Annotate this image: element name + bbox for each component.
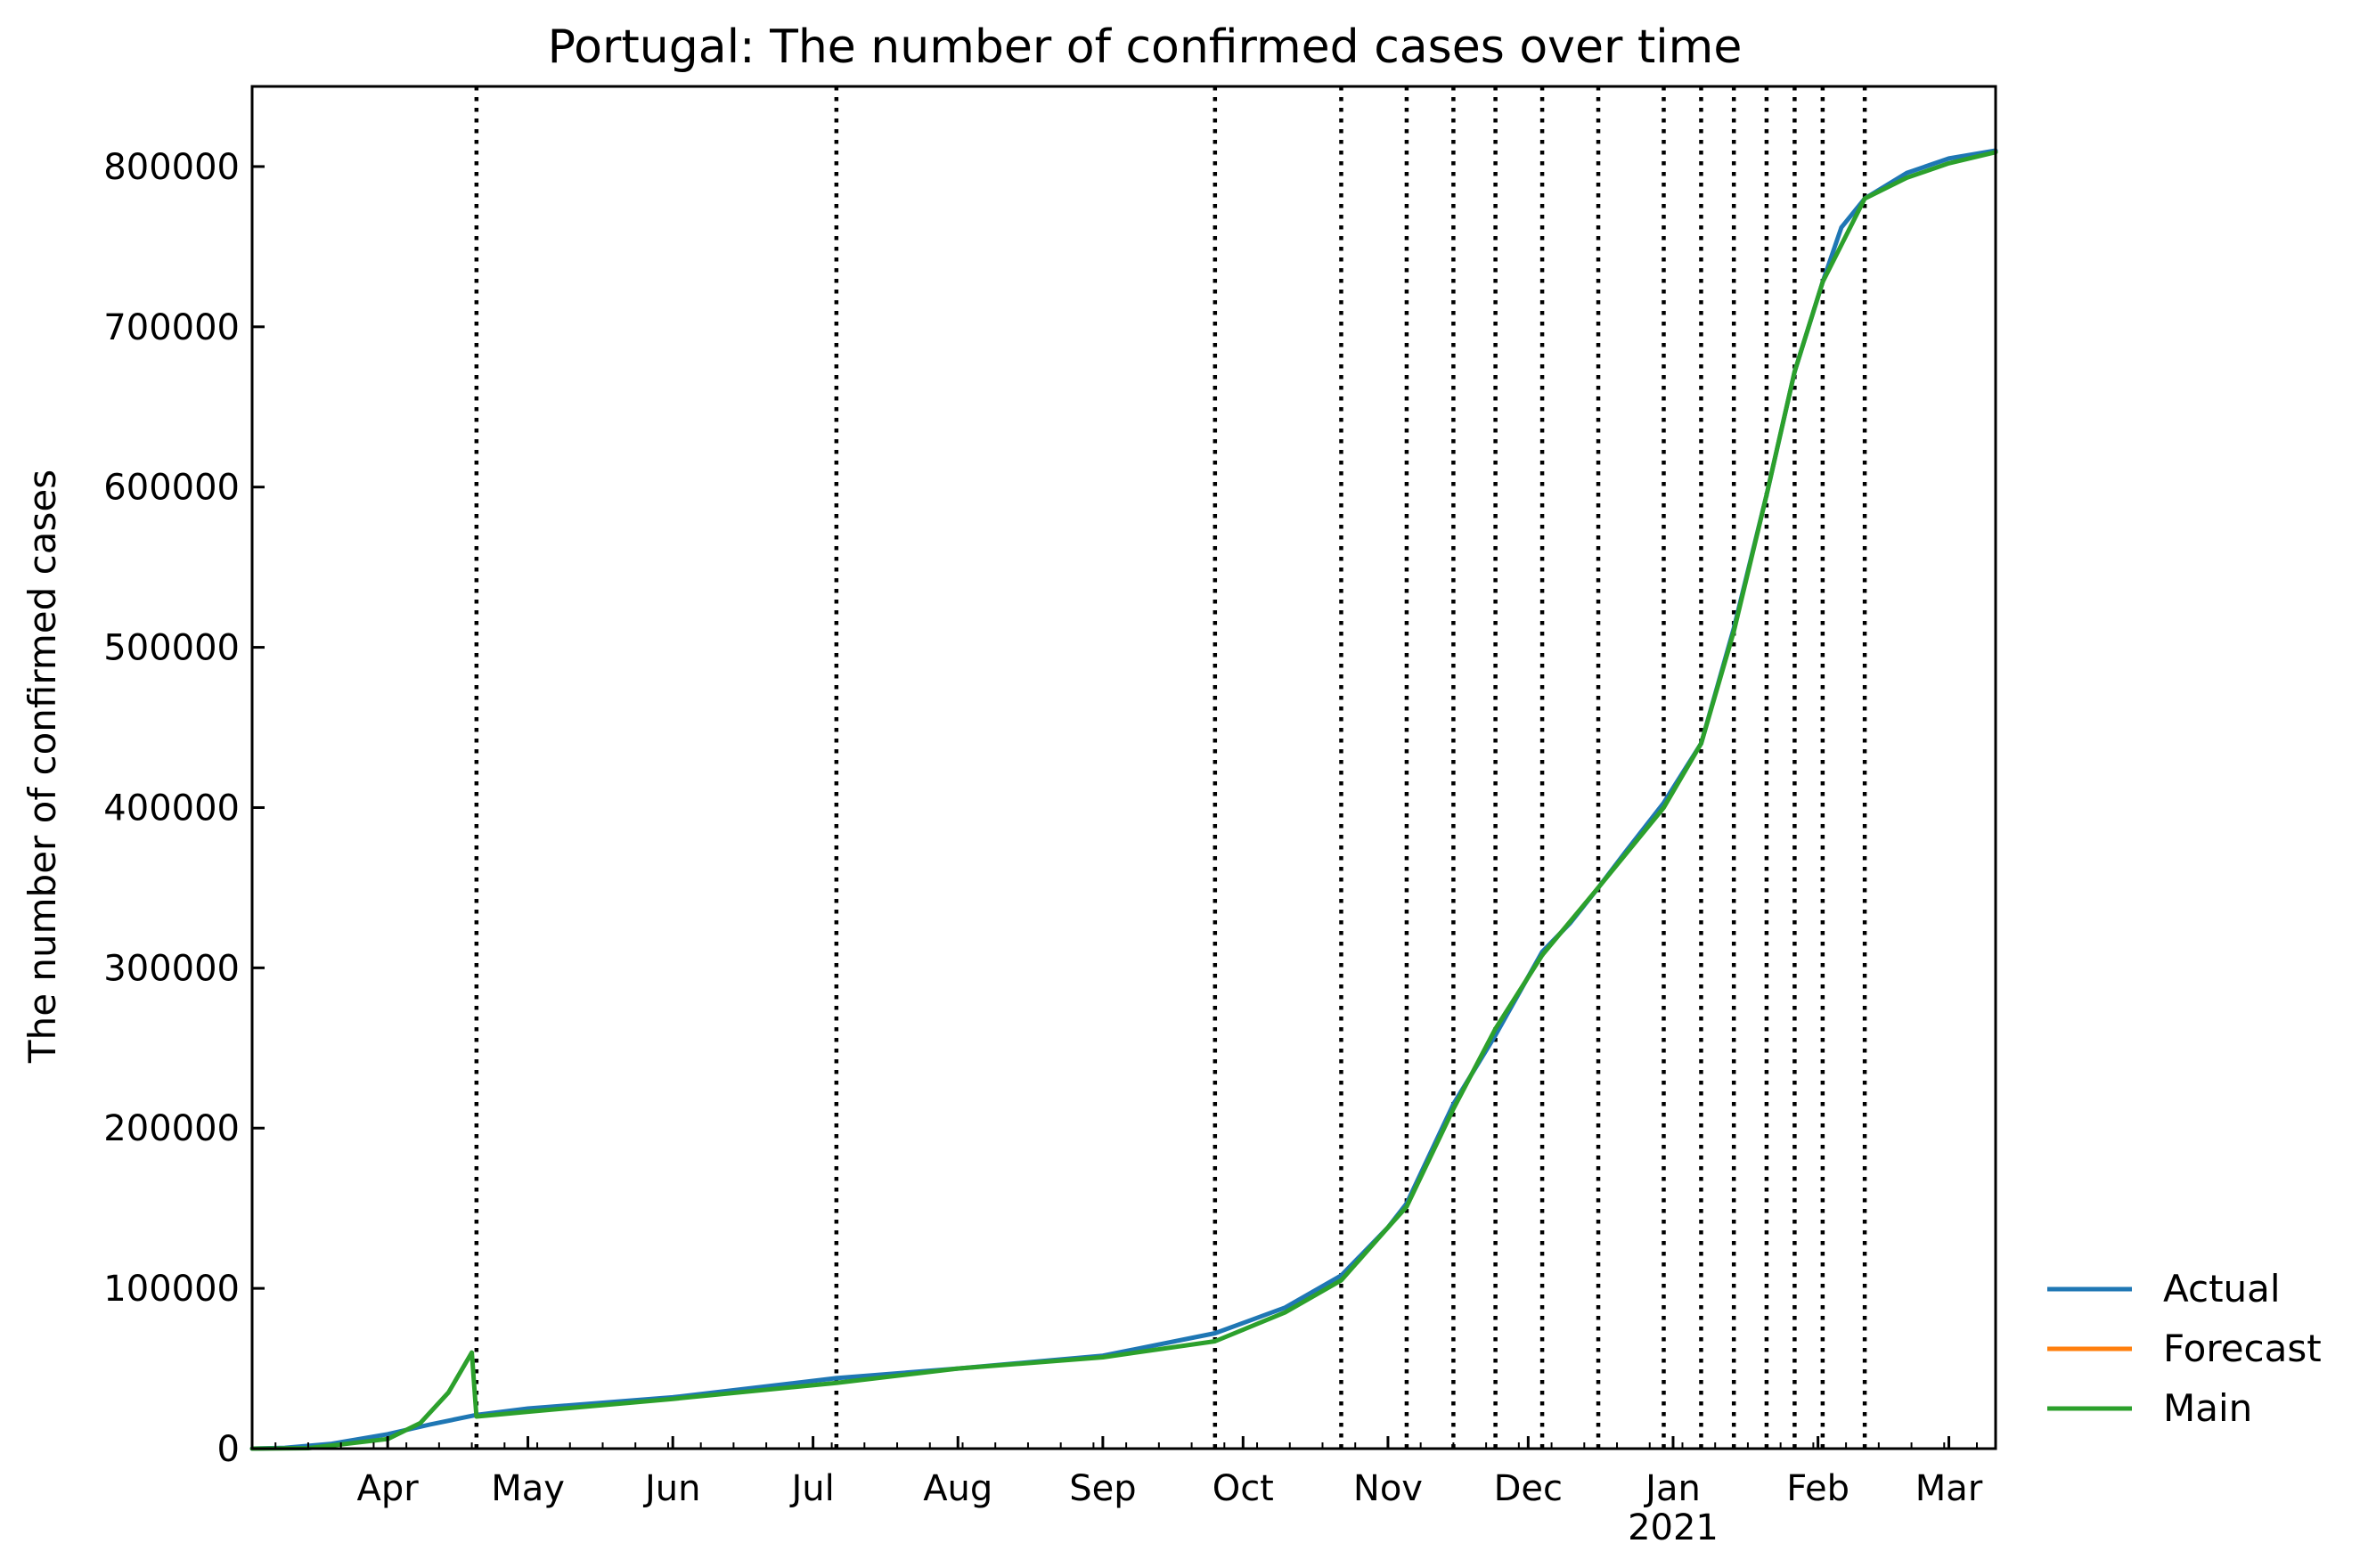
- series-line-main: [249, 150, 1998, 1451]
- y-tick-label: 800000: [103, 147, 240, 188]
- y-tick-label: 500000: [103, 628, 240, 669]
- x-tick-label: May: [491, 1468, 565, 1509]
- y-tick-label: 300000: [103, 948, 240, 989]
- y-tick-label: 100000: [103, 1269, 240, 1310]
- axes-frame: [250, 85, 1997, 1450]
- plot-area: 0 100000 200000 300000 400000 500000 600000 700…: [103, 85, 1998, 1548]
- legend-label-forecast: Forecast: [2163, 1327, 2322, 1370]
- x-tick-label: Jul: [788, 1468, 834, 1509]
- legend-label-main: Main: [2163, 1386, 2252, 1430]
- y-axis-label: The number of confirmed cases: [20, 470, 64, 1064]
- x-tick-label: Dec: [1494, 1468, 1563, 1509]
- x-tick-label: Jan: [1643, 1468, 1701, 1509]
- y-tick-label: 700000: [103, 307, 240, 348]
- y-tick-label: 0: [217, 1429, 240, 1470]
- x-tick-label: Sep: [1069, 1468, 1136, 1509]
- x-tick-label: Jun: [642, 1468, 701, 1509]
- y-tick-label: 400000: [103, 788, 240, 829]
- chart-title: Portugal: The number of confirmed cases …: [548, 20, 1743, 74]
- x-tick-label: Oct: [1213, 1468, 1274, 1509]
- x-tick-label: Nov: [1353, 1468, 1423, 1509]
- y-tick-label: 600000: [103, 468, 240, 509]
- x-tick-label: Aug: [923, 1468, 992, 1509]
- x-tick-label: Mar: [1915, 1468, 1983, 1509]
- legend-label-actual: Actual: [2163, 1267, 2281, 1311]
- x-year-label: 2021: [1628, 1507, 1719, 1548]
- x-tick-label: Apr: [357, 1468, 420, 1509]
- x-tick-label: Feb: [1786, 1468, 1849, 1509]
- legend: Actual Forecast Main: [2047, 1267, 2322, 1430]
- y-tick-label: 200000: [103, 1108, 240, 1149]
